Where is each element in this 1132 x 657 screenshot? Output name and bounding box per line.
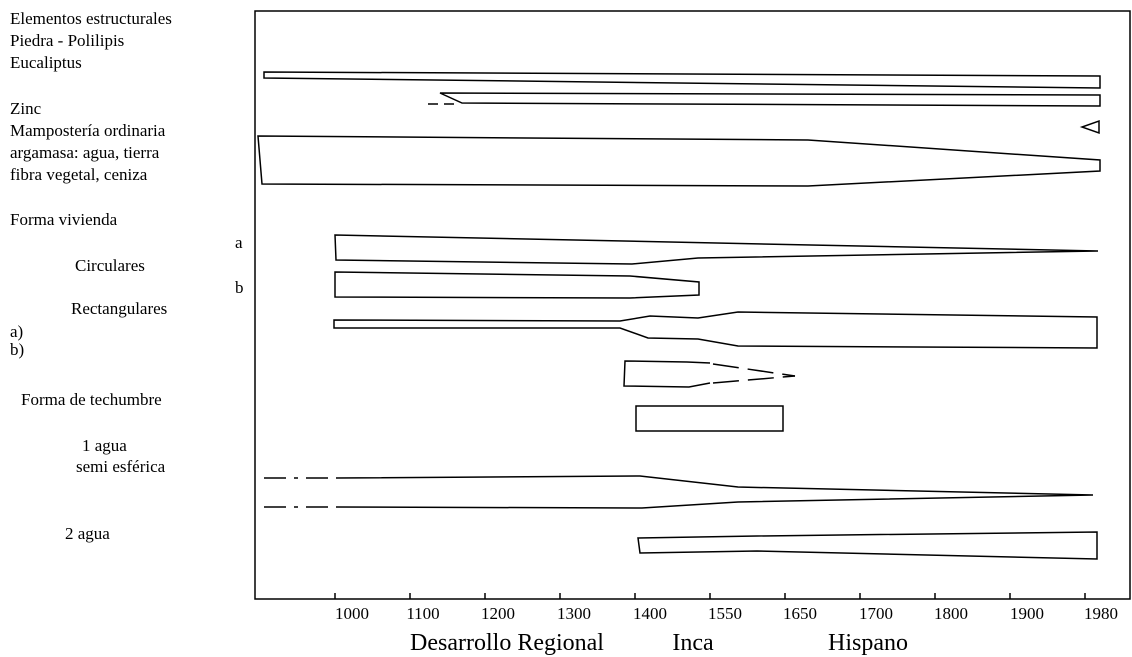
tick-label: 1650 (783, 604, 817, 623)
tick-label: 1550 (708, 604, 742, 623)
label-mortar-2: fibra vegetal, ceniza (10, 165, 148, 184)
band-rectangular-a (623, 360, 711, 388)
label-semi-spherical: semi esférica (76, 457, 166, 476)
band-stone (263, 71, 1101, 89)
band-rectangular-a-dash-bottom (712, 375, 796, 384)
label-zinc: Zinc (10, 99, 42, 118)
band-circular-b (334, 271, 700, 299)
label-structural-elements: Elementos estructurales (10, 9, 172, 28)
row-marker-b: b (235, 278, 244, 297)
band-roof-two (637, 531, 1098, 560)
tick-label: 1000 (335, 604, 369, 623)
band-rectangular-a-dash-top (712, 363, 796, 377)
tick-label: 1980 (1084, 604, 1118, 623)
label-house-form: Forma vivienda (10, 210, 118, 229)
label-circular: Circulares (75, 256, 145, 275)
label-rectangular: Rectangulares (71, 299, 168, 318)
label-option-b: b) (10, 340, 25, 359)
zinc-marker-icon (1079, 119, 1100, 135)
band-circular (334, 234, 1099, 265)
tick-label: 1300 (557, 604, 591, 623)
label-mortar-1: argamasa: agua, tierra (10, 143, 160, 162)
period-label-hispano: Hispano (828, 630, 908, 656)
tick-label: 1700 (859, 604, 893, 623)
label-eucalyptus: Eucaliptus (10, 53, 82, 72)
tick-label: 1400 (633, 604, 667, 623)
tick-label: 1200 (481, 604, 515, 623)
tick-label: 1100 (406, 604, 439, 623)
row-marker-a: a (235, 233, 243, 252)
tick-label: 1800 (934, 604, 968, 623)
period-label-regional: Desarrollo Regional (410, 630, 604, 656)
band-roof-one (335, 475, 1094, 509)
label-one-water: 1 agua (82, 436, 127, 455)
plot-frame (254, 10, 1131, 600)
label-option-a: a) (10, 322, 24, 341)
band-eucalyptus (439, 92, 1101, 107)
x-axis-tick-marks (334, 593, 1086, 599)
label-masonry: Mampostería ordinaria (10, 121, 166, 140)
band-rectangular-b (635, 405, 784, 432)
period-label-inca: Inca (672, 630, 714, 656)
label-roof-form: Forma de techumbre (21, 390, 162, 409)
band-masonry (257, 135, 1101, 187)
tick-label: 1900 (1010, 604, 1044, 623)
band-rectangular (333, 311, 1098, 349)
label-stone: Piedra - Polilipis (10, 31, 125, 50)
label-two-water: 2 agua (65, 524, 110, 543)
